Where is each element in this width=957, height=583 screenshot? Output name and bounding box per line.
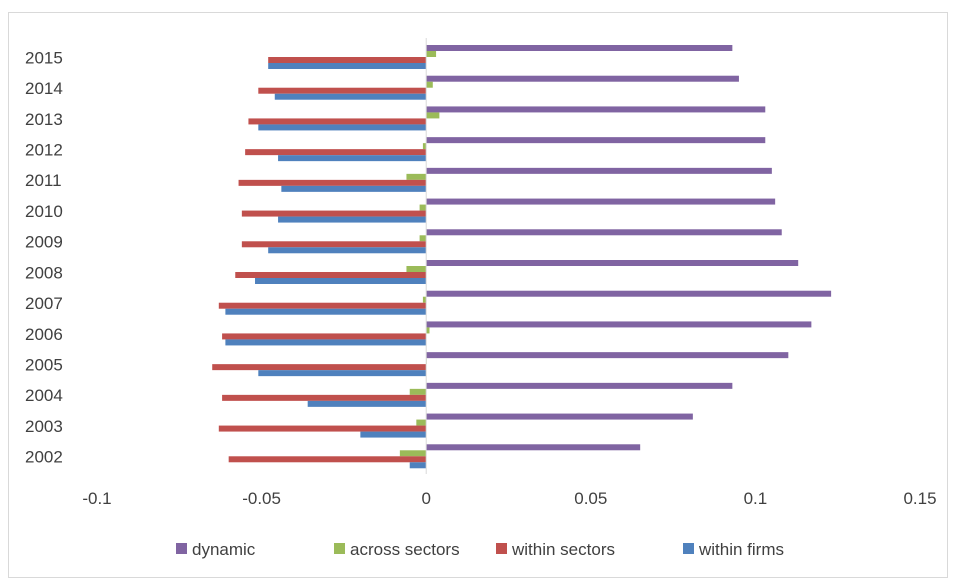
legend-label-within-firms: within firms: [698, 540, 784, 559]
x-tick-label: -0.05: [242, 489, 281, 508]
bar-within-sectors-2011: [238, 179, 427, 186]
y-tick-label: 2003: [25, 417, 63, 436]
bar-across-sectors-2002: [399, 450, 427, 457]
bar-dynamic-2015: [426, 45, 733, 51]
y-tick-label: 2014: [25, 79, 63, 98]
bar-within-firms-2009: [268, 247, 427, 254]
y-tick-label: 2010: [25, 202, 63, 221]
y-tick-label: 2012: [25, 141, 63, 160]
bar-dynamic-2011: [426, 167, 772, 174]
y-tick-label: 2005: [25, 356, 63, 375]
bar-within-firms-2015: [268, 63, 427, 69]
bar-dynamic-2013: [426, 106, 766, 113]
bar-within-firms-2004: [307, 400, 427, 407]
bar-within-sectors-2004: [222, 394, 427, 401]
bar-within-firms-2002: [409, 462, 427, 469]
bar-across-sectors-2014: [426, 81, 433, 88]
bar-within-sectors-2007: [218, 302, 427, 309]
bar-within-firms-2005: [258, 370, 427, 377]
bar-dynamic-2009: [426, 229, 782, 236]
bar-dynamic-2002: [426, 444, 641, 451]
bar-within-firms-2010: [278, 216, 427, 223]
y-tick-label: 2015: [25, 48, 63, 67]
bar-across-sectors-2004: [409, 388, 427, 395]
x-tick-label: 0.05: [574, 489, 607, 508]
bar-within-firms-2014: [274, 93, 427, 100]
bar-within-sectors-2012: [245, 149, 427, 156]
legend-label-across-sectors: across sectors: [350, 540, 460, 559]
bar-within-sectors-2006: [222, 333, 427, 340]
bar-dynamic-2012: [426, 137, 766, 144]
x-tick-label: 0.15: [903, 489, 936, 508]
y-tick-label: 2009: [25, 233, 63, 252]
bar-within-firms-2012: [278, 155, 427, 162]
legend-swatch-across-sectors: [334, 543, 345, 554]
legend-label-within-sectors: within sectors: [511, 540, 615, 559]
bar-across-sectors-2010: [419, 204, 427, 211]
bar-dynamic-2004: [426, 382, 733, 389]
bar-dynamic-2010: [426, 198, 776, 205]
legend-label-dynamic: dynamic: [192, 540, 256, 559]
y-tick-label: 2013: [25, 110, 63, 129]
bar-within-sectors-2013: [248, 118, 427, 125]
bar-dynamic-2014: [426, 75, 739, 82]
legend-swatch-dynamic: [176, 543, 187, 554]
y-tick-label: 2008: [25, 263, 63, 282]
bar-within-firms-2006: [225, 339, 427, 346]
bar-across-sectors-2011: [406, 173, 427, 180]
bar-across-sectors-2006: [426, 327, 430, 334]
year-labels: 2002 2003 2004 2005 2006 2007 2008 2009 2010 2011…: [25, 48, 63, 466]
bar-within-sectors-2014: [258, 87, 427, 94]
bar-within-firms-2013: [258, 124, 427, 131]
bar-within-firms-2003: [360, 431, 427, 438]
legend-swatch-within-firms: [683, 543, 694, 554]
x-tick-label: 0.1: [744, 489, 768, 508]
bar-within-sectors-2008: [235, 272, 427, 278]
bar-within-firms-2007: [225, 308, 427, 315]
bar-within-firms-2008: [255, 278, 427, 284]
bar-within-sectors-2002: [228, 456, 427, 463]
y-tick-label: 2011: [25, 171, 62, 190]
y-tick-label: 2006: [25, 325, 63, 344]
bar-across-sectors-2013: [426, 112, 440, 119]
bar-within-sectors-2010: [241, 210, 427, 217]
bar-dynamic-2003: [426, 413, 693, 420]
bar-dynamic-2007: [426, 290, 832, 297]
bar-within-sectors-2009: [241, 241, 427, 248]
bar-across-sectors-2007: [422, 296, 427, 303]
bar-across-sectors-2008: [406, 266, 427, 272]
bars-group: [212, 45, 832, 469]
bar-across-sectors-2003: [416, 419, 427, 426]
x-tick-labels: -0.1 -0.05 0 0.05 0.1 0.15: [82, 489, 936, 508]
bar-within-sectors-2005: [212, 364, 427, 371]
bar-dynamic-2006: [426, 321, 812, 328]
bar-across-sectors-2009: [419, 235, 427, 242]
bar-within-sectors-2003: [218, 425, 427, 432]
y-tick-label: 2007: [25, 294, 63, 313]
y-tick-label: 2004: [25, 386, 63, 405]
x-tick-label: -0.1: [82, 489, 111, 508]
bar-within-firms-2011: [281, 185, 427, 192]
bar-dynamic-2008: [426, 260, 799, 266]
bar-across-sectors-2012: [422, 143, 427, 150]
legend-swatch-within-sectors: [496, 543, 507, 554]
x-tick-label: 0: [421, 489, 430, 508]
bar-dynamic-2005: [426, 352, 789, 359]
legend: dynamic across sectors within sectors withi…: [176, 540, 784, 559]
bar-across-sectors-2015: [426, 51, 437, 57]
bar-within-sectors-2015: [268, 57, 427, 63]
y-tick-label: 2002: [25, 448, 63, 467]
